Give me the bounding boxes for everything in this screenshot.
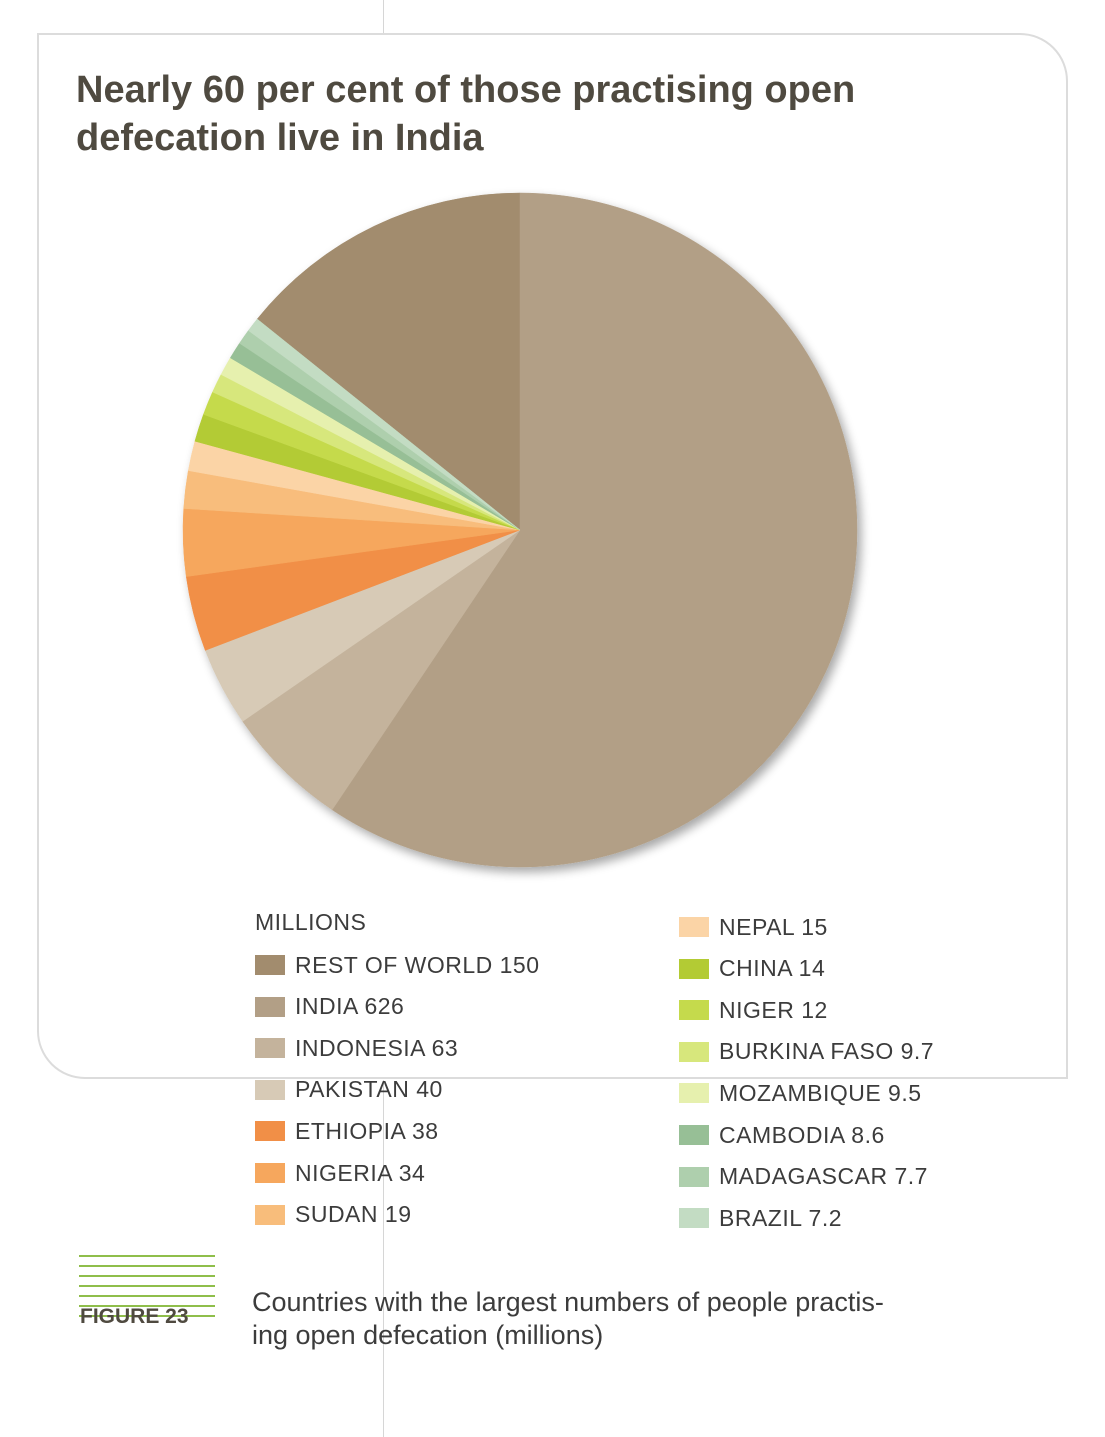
legend-label: BRAZIL 7.2 — [719, 1204, 843, 1231]
legend-item-indonesia: INDONESIA 63 — [255, 1033, 458, 1063]
legend-label: MOZAMBIQUE 9.5 — [719, 1079, 922, 1106]
legend-item-nigeria: NIGERIA 34 — [255, 1158, 425, 1188]
legend-swatch — [679, 917, 709, 937]
legend-swatch — [679, 1125, 709, 1145]
legend-item-india: INDIA 626 — [255, 992, 404, 1022]
legend-item-rest-of-world: REST OF WORLD 150 — [255, 950, 540, 980]
pie-slice-indonesia — [242, 529, 521, 811]
figure-caption-line-1: Countries with the largest numbers of pe… — [252, 1287, 884, 1317]
legend-swatch — [255, 1121, 285, 1142]
legend-item-china: CHINA 14 — [679, 954, 825, 984]
legend-swatch — [679, 958, 709, 979]
legend-label: PAKISTAN 40 — [295, 1076, 443, 1103]
legend-item-brazil: BRAZIL 7.2 — [679, 1203, 842, 1233]
legend-swatch — [255, 996, 285, 1017]
legend-swatch — [255, 955, 285, 975]
legend-label: INDONESIA 63 — [295, 1034, 459, 1061]
legend-label: NEPAL 15 — [719, 913, 828, 940]
legend-item-cambodia: CAMBODIA 8.6 — [679, 1120, 885, 1150]
legend-label: SUDAN 19 — [295, 1201, 412, 1228]
chart-title: Nearly 60 per cent of those practising o… — [76, 69, 856, 159]
legend-caption: MILLIONS — [255, 909, 367, 935]
guide-line-bottom — [383, 1080, 384, 1437]
legend-label: MADAGASCAR 7.7 — [719, 1163, 928, 1190]
guide-line-top — [383, 0, 384, 34]
legend-label: BURKINA FASO 9.7 — [719, 1038, 935, 1065]
legend-swatch — [679, 1166, 709, 1187]
legend-item-niger: NIGER 12 — [679, 995, 828, 1025]
pie-slices — [182, 192, 858, 868]
pie-slice-rest-of-world — [256, 192, 521, 531]
figure-decoration-lines — [79, 1255, 215, 1317]
legend-item-sudan: SUDAN 19 — [255, 1200, 411, 1230]
legend-item-mozambique: MOZAMBIQUE 9.5 — [679, 1078, 922, 1108]
figure-label: FIGURE 23 — [80, 1305, 189, 1328]
figure-caption-line-2: ing open defecation (millions) — [252, 1320, 604, 1350]
legend-swatch — [255, 1038, 285, 1059]
pie-chart — [182, 192, 858, 868]
legend-item-madagascar: MADAGASCAR 7.7 — [679, 1162, 928, 1192]
legend-swatch — [679, 1041, 709, 1062]
legend-swatch — [679, 1083, 709, 1104]
legend-label: ETHIOPIA 38 — [295, 1117, 439, 1144]
pie-slice-brazil — [248, 318, 521, 531]
legend-swatch — [255, 1079, 285, 1100]
legend-item-burkina-faso: BURKINA FASO 9.7 — [679, 1037, 934, 1067]
legend-item-nepal: NEPAL 15 — [679, 912, 828, 942]
legend-swatch — [679, 1000, 709, 1021]
legend-label: CAMBODIA 8.6 — [719, 1121, 885, 1148]
legend-swatch — [255, 1163, 285, 1183]
legend-label: NIGER 12 — [719, 996, 828, 1023]
legend-label: NIGERIA 34 — [295, 1159, 426, 1186]
figure-caption: Countries with the largest numbers of pe… — [252, 1286, 1042, 1352]
legend-label: CHINA 14 — [719, 955, 826, 982]
legend-item-pakistan: PAKISTAN 40 — [255, 1075, 443, 1105]
pie-slice-india — [331, 192, 858, 868]
legend-swatch — [255, 1204, 285, 1225]
legend-label: INDIA 626 — [295, 993, 405, 1020]
legend-label: REST OF WORLD 150 — [295, 951, 540, 978]
legend-item-ethiopia: ETHIOPIA 38 — [255, 1116, 439, 1146]
legend-swatch — [679, 1208, 709, 1229]
